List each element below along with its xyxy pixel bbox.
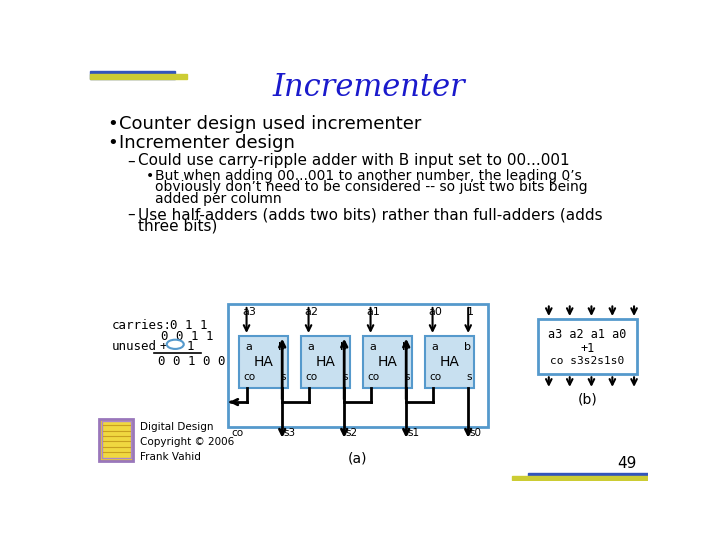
Text: b: b (464, 342, 471, 352)
Text: obviously don’t need to be considered -- so just two bits being: obviously don’t need to be considered --… (155, 180, 588, 194)
Text: s1: s1 (408, 428, 420, 438)
Text: added per column: added per column (155, 192, 282, 206)
Text: s: s (281, 372, 286, 382)
Text: HA: HA (378, 355, 397, 369)
Text: a1: a1 (366, 307, 379, 316)
Text: But when adding 00...001 to another number, the leading 0’s: But when adding 00...001 to another numb… (155, 168, 582, 183)
Text: •: • (107, 134, 118, 152)
Text: –: – (127, 153, 135, 168)
Text: a0: a0 (428, 307, 442, 316)
Text: 1: 1 (467, 307, 474, 316)
Bar (425, 336, 474, 388)
Text: 0 0 1 0 0: 0 0 1 0 0 (158, 355, 225, 368)
Text: unused: unused (112, 340, 157, 354)
Bar (239, 336, 289, 388)
Text: s2: s2 (346, 428, 358, 438)
Text: Incrementer: Incrementer (273, 72, 465, 103)
Text: s: s (343, 372, 348, 382)
Bar (363, 336, 413, 388)
Text: a: a (245, 342, 252, 352)
Text: three bits): three bits) (138, 219, 217, 234)
Text: •: • (107, 115, 118, 133)
Text: Incrementer design: Incrementer design (120, 134, 295, 152)
Text: 49: 49 (617, 456, 636, 471)
Bar (102, 421, 131, 458)
Text: HA: HA (440, 355, 459, 369)
Text: a: a (431, 342, 438, 352)
Text: a2: a2 (304, 307, 318, 316)
Text: •: • (145, 168, 154, 183)
Text: a3 a2 a1 a0: a3 a2 a1 a0 (549, 328, 626, 341)
Text: (a): (a) (348, 451, 367, 465)
Text: +1: +1 (580, 342, 595, 355)
Text: co: co (231, 428, 243, 438)
Text: Counter design used incrementer: Counter design used incrementer (120, 115, 422, 133)
Text: co: co (305, 372, 318, 382)
Text: Digital Design
Copyright © 2006
Frank Vahid: Digital Design Copyright © 2006 Frank Va… (140, 422, 234, 462)
Text: 0 1 1: 0 1 1 (170, 319, 207, 332)
Text: co s3s2s1s0: co s3s2s1s0 (550, 356, 625, 366)
Text: b: b (402, 342, 408, 352)
Bar (513, 476, 648, 480)
Text: b: b (340, 342, 346, 352)
Bar (99, 419, 133, 461)
Text: carries:: carries: (112, 319, 171, 332)
Text: 1: 1 (187, 340, 194, 354)
Text: s3: s3 (284, 428, 296, 438)
Bar (301, 336, 351, 388)
Text: (b): (b) (577, 393, 598, 407)
Text: Use half-adders (adds two bits) rather than full-adders (adds: Use half-adders (adds two bits) rather t… (138, 207, 603, 222)
Bar (538, 319, 637, 374)
Text: a: a (369, 342, 376, 352)
Text: 0 0 1 1: 0 0 1 1 (161, 330, 213, 343)
Bar (90, 71, 175, 79)
Text: a: a (307, 342, 314, 352)
Text: s: s (405, 372, 410, 382)
Text: s0: s0 (469, 428, 482, 438)
Text: b: b (277, 342, 284, 352)
Text: HA: HA (253, 355, 274, 369)
Bar (228, 303, 487, 427)
Text: +: + (160, 340, 167, 354)
Bar (90, 74, 187, 79)
Text: HA: HA (315, 355, 336, 369)
Text: s: s (467, 372, 472, 382)
Text: co: co (367, 372, 379, 382)
Text: co: co (429, 372, 441, 382)
Text: co: co (243, 372, 256, 382)
Bar (528, 473, 648, 479)
Text: a3: a3 (242, 307, 256, 316)
Text: –: – (127, 207, 135, 222)
Text: Could use carry-ripple adder with B input set to 00...001: Could use carry-ripple adder with B inpu… (138, 153, 570, 168)
